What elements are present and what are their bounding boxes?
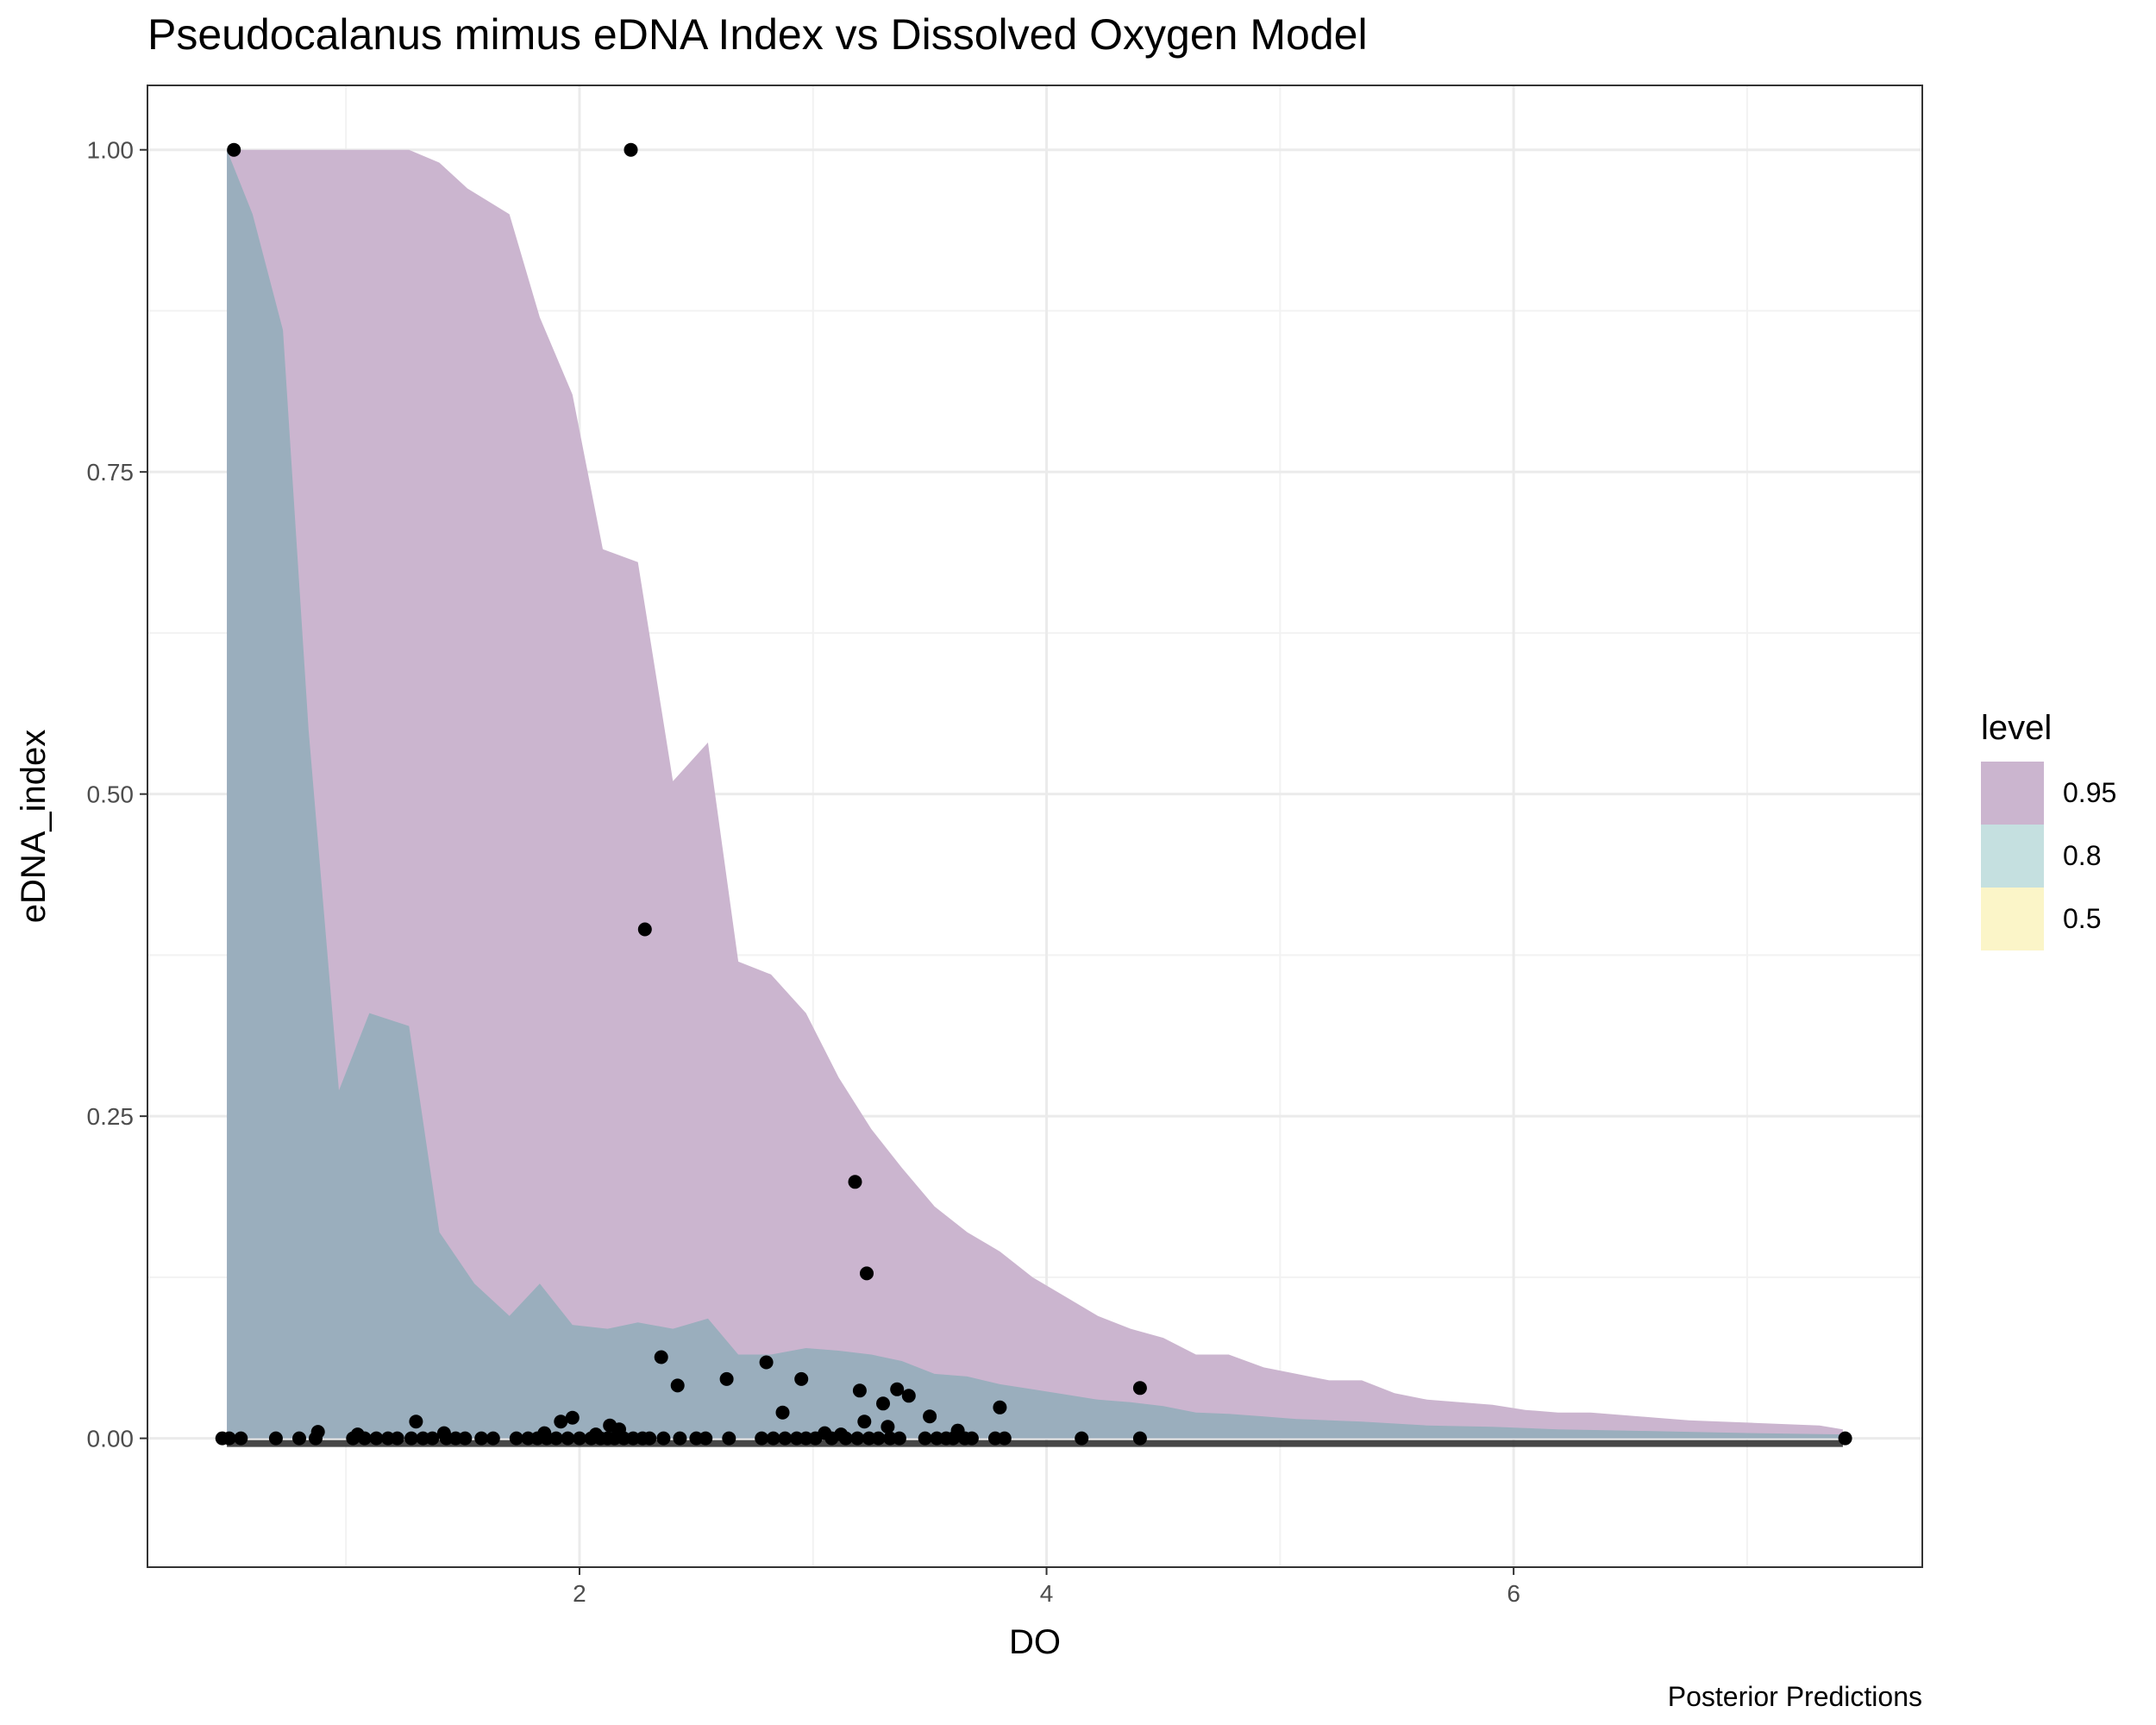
data-point (775, 1405, 790, 1420)
x-axis-ticks: 2 4 6 (573, 1567, 1520, 1607)
data-point (852, 1383, 867, 1398)
data-point (997, 1431, 1012, 1446)
data-point (766, 1431, 780, 1446)
data-point (309, 1431, 323, 1446)
data-point (654, 1350, 668, 1364)
data-point (673, 1431, 687, 1446)
y-axis-ticks: 0.00 0.25 0.50 0.75 1.00 (87, 137, 147, 1452)
data-point (573, 1431, 586, 1446)
data-point (755, 1431, 769, 1446)
data-point (993, 1400, 1007, 1414)
legend-entries: 0.95 0.8 0.5 (1981, 762, 2116, 950)
data-point (876, 1396, 890, 1411)
data-point (486, 1431, 500, 1446)
data-point (509, 1431, 523, 1446)
y-tick-label: 1.00 (87, 137, 135, 164)
data-point (458, 1431, 473, 1446)
data-point (848, 1175, 862, 1189)
data-point (1838, 1431, 1852, 1446)
data-point (1132, 1381, 1147, 1396)
legend: level 0.95 0.8 0.5 (1981, 709, 2116, 950)
data-point (642, 1431, 657, 1446)
x-axis-label: DO (1009, 1623, 1061, 1661)
data-point (794, 1371, 809, 1386)
data-point (759, 1355, 774, 1370)
data-point (1075, 1431, 1089, 1446)
data-point (227, 142, 241, 157)
legend-key-0-5 (1981, 888, 2044, 950)
data-point (292, 1431, 306, 1446)
data-point (719, 1371, 734, 1386)
data-point (890, 1382, 905, 1396)
data-point (222, 1431, 236, 1446)
data-point (892, 1431, 906, 1446)
x-tick-label: 2 (573, 1580, 586, 1607)
data-point (346, 1431, 360, 1446)
data-point (1132, 1431, 1147, 1446)
legend-label: 0.95 (2063, 777, 2116, 808)
data-point (404, 1431, 418, 1446)
legend-label: 0.8 (2063, 840, 2101, 871)
data-point (850, 1431, 865, 1446)
data-point (554, 1414, 568, 1429)
data-point (778, 1431, 793, 1446)
x-tick-label: 6 (1507, 1580, 1520, 1607)
y-axis-label: eDNA_index (15, 730, 53, 924)
band-0-95 (227, 149, 1843, 1439)
chart-caption: Posterior Predictions (1668, 1681, 1922, 1712)
data-point (656, 1431, 671, 1446)
data-point (624, 142, 638, 157)
data-point (722, 1431, 736, 1446)
data-point (234, 1431, 248, 1446)
data-point (561, 1431, 575, 1446)
data-point (357, 1431, 372, 1446)
legend-title: level (1981, 709, 2052, 747)
data-point (838, 1431, 853, 1446)
data-point (268, 1431, 283, 1446)
data-point (425, 1431, 440, 1446)
data-point (808, 1431, 823, 1446)
data-point (548, 1431, 563, 1446)
data-point (918, 1431, 932, 1446)
data-point (390, 1431, 404, 1446)
y-tick-label: 0.00 (87, 1426, 135, 1452)
plot-panel-border (147, 85, 1923, 1568)
data-point (860, 1266, 874, 1281)
data-point (923, 1409, 937, 1424)
data-point (409, 1414, 423, 1429)
credible-bands (227, 149, 1843, 1439)
data-point (901, 1389, 916, 1403)
legend-key-0-8 (1981, 825, 2044, 888)
data-points (215, 142, 1852, 1446)
x-tick-label: 4 (1040, 1580, 1054, 1607)
band-0-8 (227, 149, 1843, 1439)
data-point (699, 1431, 713, 1446)
data-point (565, 1410, 580, 1425)
data-point (637, 922, 652, 937)
y-tick-label: 0.75 (87, 459, 135, 486)
legend-label: 0.5 (2063, 903, 2101, 934)
data-point (946, 1431, 961, 1446)
data-point (824, 1431, 839, 1446)
legend-key-0-95 (1981, 762, 2044, 825)
data-point (857, 1414, 872, 1429)
data-point (871, 1431, 886, 1446)
y-tick-label: 0.25 (87, 1103, 135, 1130)
data-point (474, 1431, 489, 1446)
data-point (670, 1378, 685, 1393)
y-tick-label: 0.50 (87, 781, 135, 808)
data-point (369, 1431, 384, 1446)
chart-title: Pseudocalanus mimus eDNA Index vs Dissol… (147, 10, 1368, 59)
data-point (964, 1431, 979, 1446)
data-point (881, 1420, 895, 1434)
